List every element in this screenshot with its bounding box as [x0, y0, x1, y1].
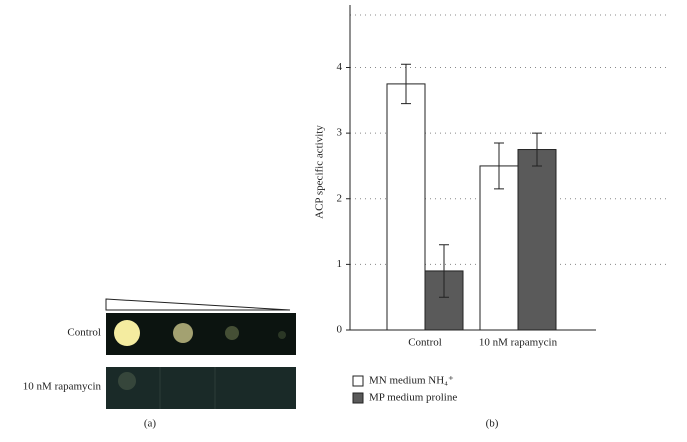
- y-axis-label: ACP specific activity: [314, 125, 326, 219]
- spot: [118, 372, 136, 390]
- y-tick-label: 3: [337, 127, 343, 139]
- legend-label: MN medium NH₄⁺: [369, 375, 454, 387]
- panel-label: (a): [144, 418, 157, 430]
- legend-swatch: [352, 375, 364, 387]
- y-tick-label: 4: [337, 61, 343, 73]
- error-bar: [439, 244, 449, 298]
- row-label: 10 nM rapamycin: [23, 381, 102, 393]
- spot: [173, 323, 193, 343]
- x-tick-label: Control: [408, 337, 442, 349]
- spot: [278, 331, 286, 339]
- y-tick-label: 2: [337, 192, 343, 204]
- legend-label: MP medium proline: [369, 392, 457, 404]
- x-tick-label: 10 nM rapamycin: [479, 337, 558, 349]
- error-bar: [494, 142, 504, 190]
- bar: [479, 165, 519, 331]
- bar: [517, 149, 557, 331]
- error-bar: [532, 132, 542, 167]
- error-bar: [401, 63, 411, 105]
- bar: [386, 83, 426, 331]
- photo-rapamycin: [106, 367, 296, 409]
- legend-swatch: [352, 392, 364, 404]
- spot: [225, 326, 239, 340]
- dilution-wedge: [105, 298, 291, 311]
- spot: [114, 320, 140, 346]
- panel-label: (b): [486, 418, 499, 430]
- row-label: Control: [67, 327, 101, 339]
- y-tick-label: 0: [337, 324, 343, 336]
- y-tick-label: 1: [337, 258, 343, 270]
